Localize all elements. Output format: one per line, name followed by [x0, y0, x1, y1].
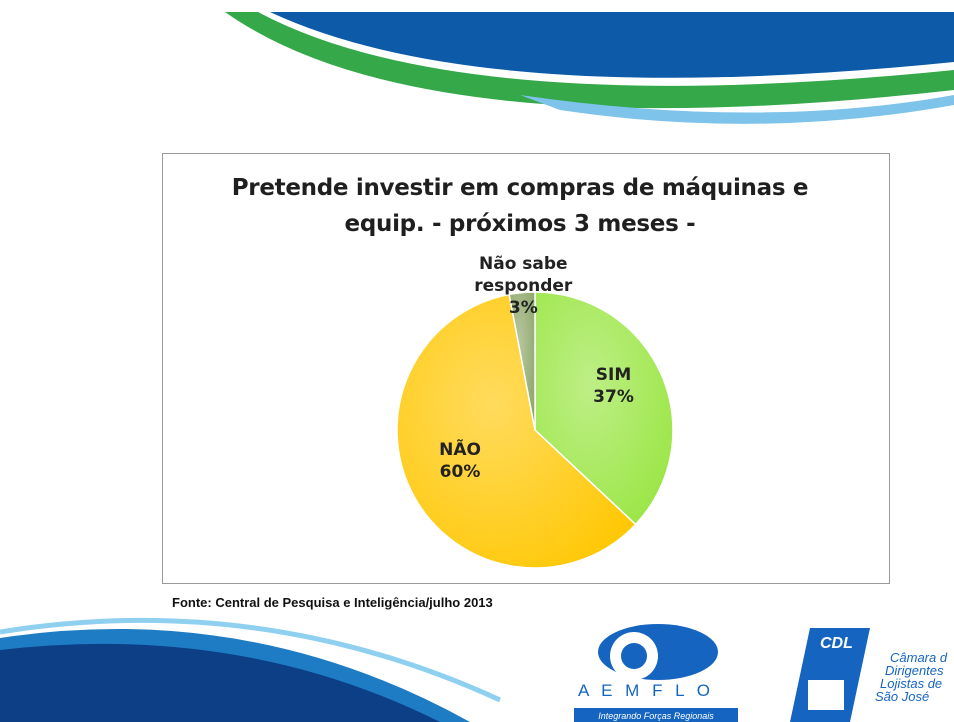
slice-category: Não sabe responder [474, 254, 573, 297]
aemflo-band [574, 708, 738, 722]
chart-title: Pretende investir em compras de máquinas… [231, 175, 809, 237]
cdl-line: São José [875, 689, 929, 704]
cdl-line: Câmara d [890, 650, 948, 665]
aemflo-text: A E M F L O [578, 681, 714, 700]
cdl-text: CDL [820, 635, 853, 652]
bottom-dark [0, 643, 440, 722]
slice-value: 3% [508, 298, 538, 319]
slice-value: 37% [593, 387, 634, 408]
source: Fonte: Central de Pesquisa e Inteligênci… [172, 595, 493, 610]
slice-label: Não sabe responder 3% [468, 253, 578, 319]
slice-category: NÃO [439, 440, 481, 461]
slice-label: SIM 37% [593, 364, 634, 408]
blue-swoosh [270, 12, 954, 78]
aemflo-tagline: Integrando Forças Regionais [598, 711, 714, 721]
cdl-logo-inner [808, 680, 844, 710]
light-swoosh [520, 95, 954, 124]
slice-shine [509, 292, 535, 430]
aemflo-logo-core [621, 643, 647, 669]
cdl-line: Dirigentes [885, 663, 944, 678]
bottom-light [0, 617, 502, 703]
slice-shine [397, 294, 636, 568]
slice-shine [535, 292, 673, 525]
slice-value: 60% [439, 462, 481, 483]
pie [396, 291, 674, 569]
slice-category: SIM [595, 365, 632, 386]
slice-label: NÃO 60% [439, 439, 481, 483]
cdl-line: Lojistas de [880, 676, 942, 691]
